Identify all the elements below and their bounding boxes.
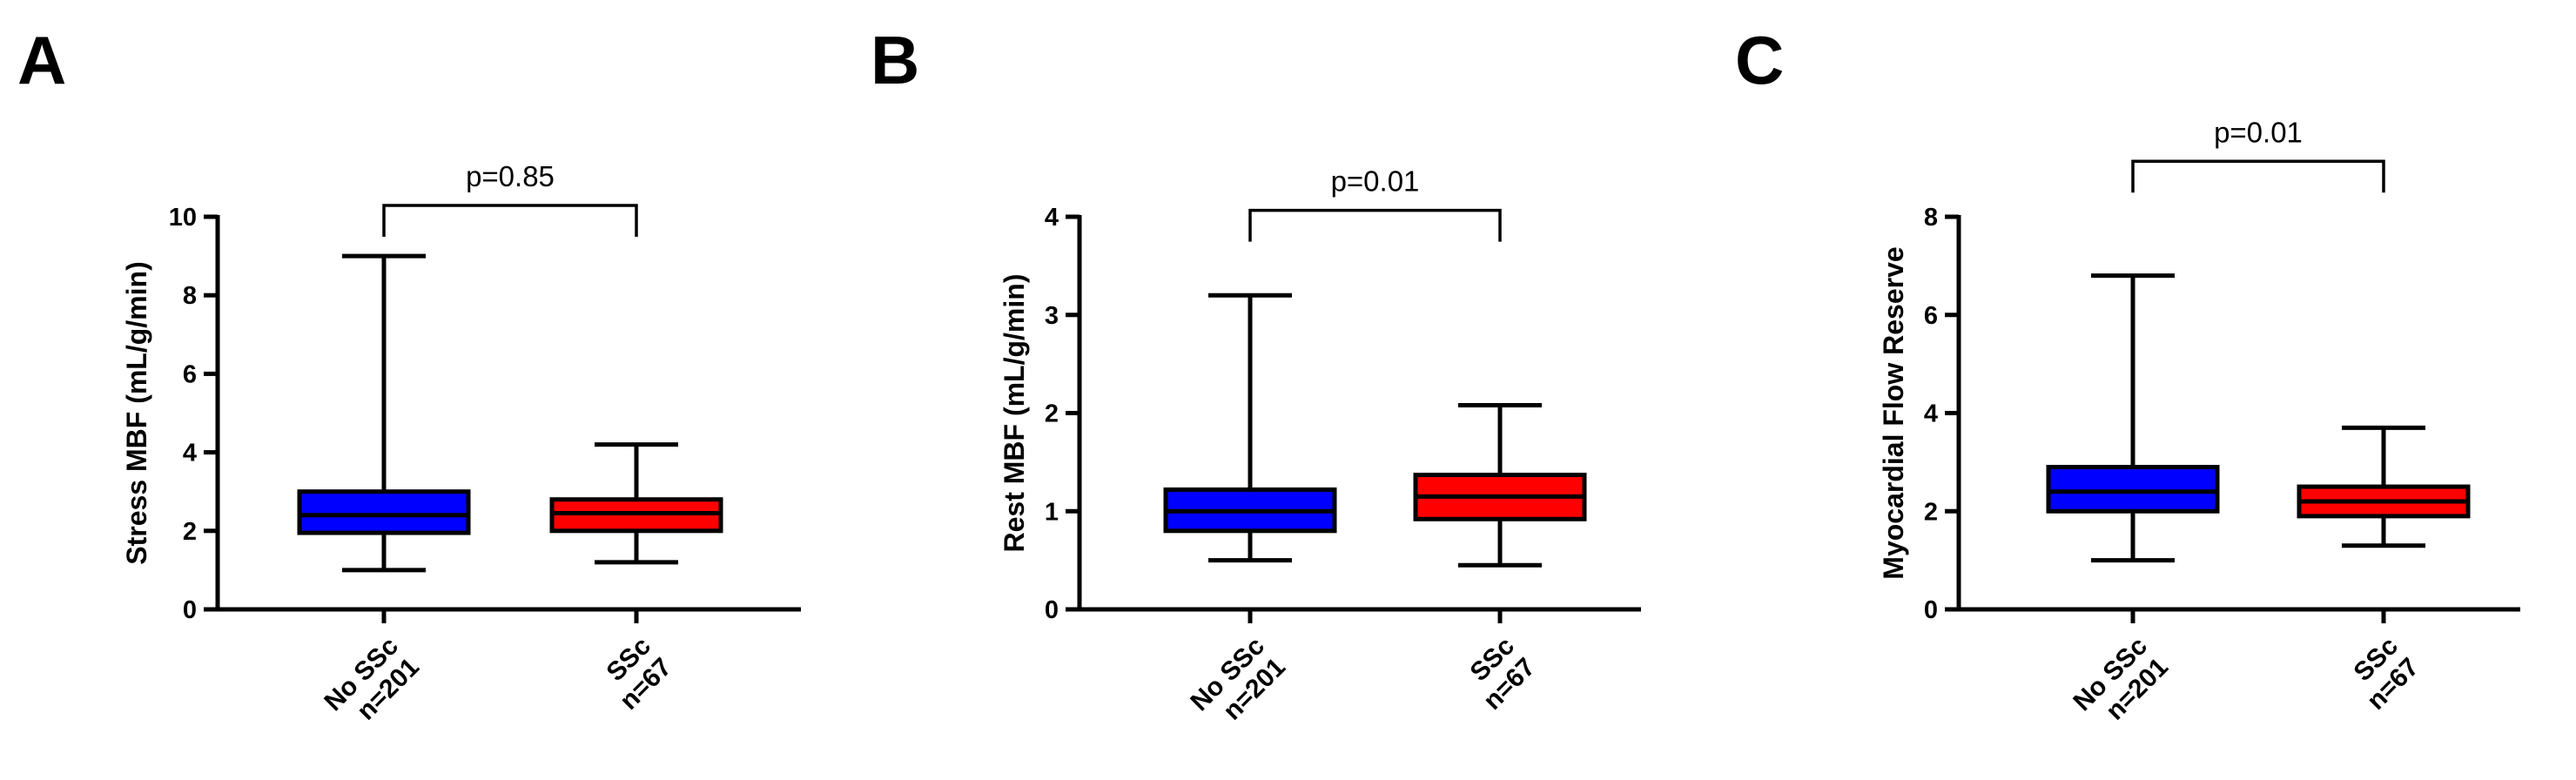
y-tick-label: 2 xyxy=(1924,498,1938,526)
x-category-label: No SScn=201 xyxy=(2068,632,2174,738)
y-axis-label: Rest MBF (mL/g/min) xyxy=(999,274,1030,553)
box xyxy=(2046,465,2220,514)
y-axis-label: Myocardial Flow Reserve xyxy=(1878,246,1909,579)
y-tick-label: 6 xyxy=(1924,302,1938,330)
y-tick-label: 4 xyxy=(183,440,197,467)
y-tick-label: 1 xyxy=(1045,498,1059,526)
y-tick-label: 10 xyxy=(169,204,197,232)
y-tick-label: 0 xyxy=(1045,596,1059,624)
p-value-label: p=0.85 xyxy=(466,160,555,192)
y-tick-label: 8 xyxy=(183,282,197,310)
y-tick-label: 3 xyxy=(1045,302,1059,330)
chart-panel-c: C 0 2 4 6 8 Myocardial Flow Reserve No SScn=201… xyxy=(1735,22,2520,738)
x-category-label: No SScn=201 xyxy=(319,632,425,738)
panel-letter: B xyxy=(871,22,919,98)
y-tick-label: 8 xyxy=(1924,204,1938,232)
significance-bracket xyxy=(1248,208,1502,242)
p-value-label: p=0.01 xyxy=(1331,165,1420,198)
y-tick-label: 2 xyxy=(183,518,197,546)
x-category-label: SScn=67 xyxy=(594,632,677,716)
significance-bracket xyxy=(2131,159,2385,193)
x-category-label: No SScn=201 xyxy=(1185,632,1291,738)
y-axis-label: Stress MBF (mL/g/min) xyxy=(121,261,152,564)
significance-bracket xyxy=(382,204,638,237)
chart-panel-a: A 0 2 4 6 8 10 Stress MBF (mL/g/min) No SScn=201… xyxy=(17,22,801,738)
x-category-label: SScn=67 xyxy=(2341,632,2425,716)
y-tick-label: 6 xyxy=(183,360,197,388)
panel-letter: C xyxy=(1735,22,1784,98)
y-tick-label: 4 xyxy=(1924,400,1938,428)
p-value-label: p=0.01 xyxy=(2214,116,2303,148)
panel-letter: A xyxy=(17,22,66,98)
y-tick-label: 0 xyxy=(183,596,197,624)
box xyxy=(297,489,471,535)
y-tick-label: 0 xyxy=(1924,596,1938,624)
y-tick-label: 2 xyxy=(1045,400,1059,428)
x-category-label: SScn=67 xyxy=(1457,632,1541,716)
y-tick-label: 4 xyxy=(1045,204,1059,232)
chart-panel-b: B 0 1 2 3 4 Rest MBF (mL/g/min) No SScn=201 SScn… xyxy=(871,22,1641,738)
